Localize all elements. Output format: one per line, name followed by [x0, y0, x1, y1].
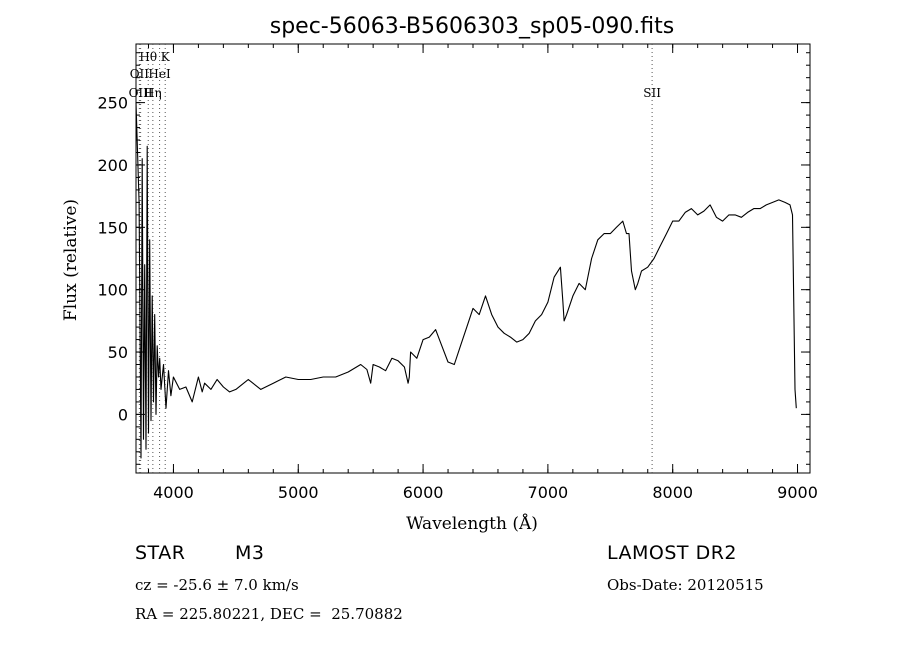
x-tick-label: 6000	[403, 483, 444, 502]
chart-title: spec-56063-B5606303_sp05-090.fits	[270, 14, 675, 39]
x-axis-label: Wavelength (Å)	[406, 513, 538, 534]
y-tick-label: 0	[118, 405, 128, 424]
y-tick-label: 150	[97, 218, 128, 237]
x-tick-label: 9000	[777, 483, 818, 502]
x-tick-label: 8000	[652, 483, 693, 502]
plot-frame	[135, 43, 811, 474]
line-marker-label: SII	[643, 86, 661, 100]
obs-date-line: Obs-Date: 20120515	[607, 576, 764, 594]
line-marker-label: Hθ	[139, 50, 157, 64]
y-tick-label: 200	[97, 156, 128, 175]
line-marker-label: HeI	[148, 67, 171, 81]
ra-dec-line: RA = 225.80221, DEC = 25.70882	[135, 605, 403, 623]
x-tick-label: 7000	[528, 483, 569, 502]
line-marker-label: K	[161, 50, 171, 64]
object-type-label: STAR	[135, 542, 186, 564]
survey-label: LAMOST DR2	[607, 542, 737, 564]
line-marker-label: Hη	[144, 86, 162, 100]
y-tick-label: 50	[108, 343, 128, 362]
x-tick-label: 5000	[278, 483, 319, 502]
subclass-label: M3	[235, 542, 265, 564]
redshift-line: cz = -25.6 ± 7.0 km/s	[135, 576, 299, 594]
spectrum-line	[135, 102, 797, 459]
y-tick-label: 100	[97, 281, 128, 300]
x-tick-label: 4000	[153, 483, 194, 502]
line-marker-label: OIII	[129, 86, 153, 100]
y-tick-label: 250	[97, 94, 128, 113]
y-axis-label: Flux (relative)	[61, 199, 81, 321]
line-marker-label: OII	[130, 67, 150, 81]
